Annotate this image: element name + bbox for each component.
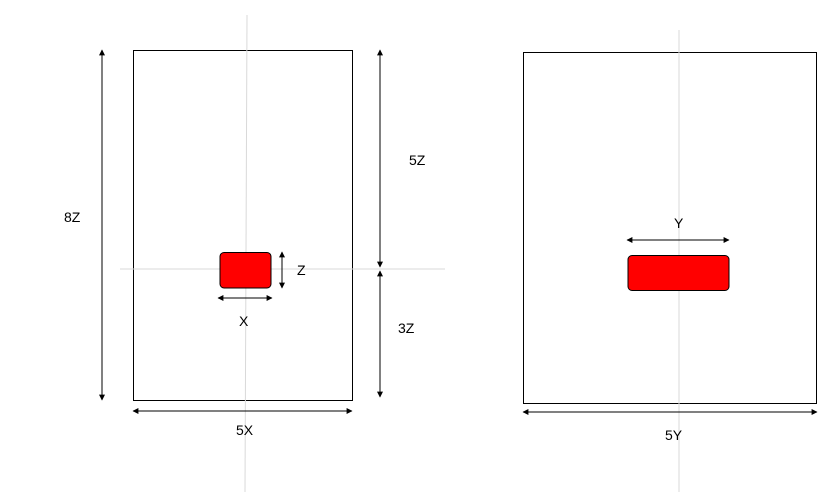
5y-label: 5Y — [665, 427, 683, 443]
right-outer-box — [523, 52, 817, 404]
8z-label: 8Z — [64, 209, 81, 225]
y-label: Y — [674, 215, 684, 231]
3z-label: 3Z — [398, 320, 415, 336]
5z-label: 5Z — [409, 152, 426, 168]
z-label: Z — [297, 262, 306, 278]
left-red-block — [219, 252, 272, 289]
right-red-block — [627, 255, 730, 291]
left-outer-box — [133, 50, 353, 401]
5x-label: 5X — [236, 422, 254, 438]
x-label: X — [239, 313, 249, 329]
